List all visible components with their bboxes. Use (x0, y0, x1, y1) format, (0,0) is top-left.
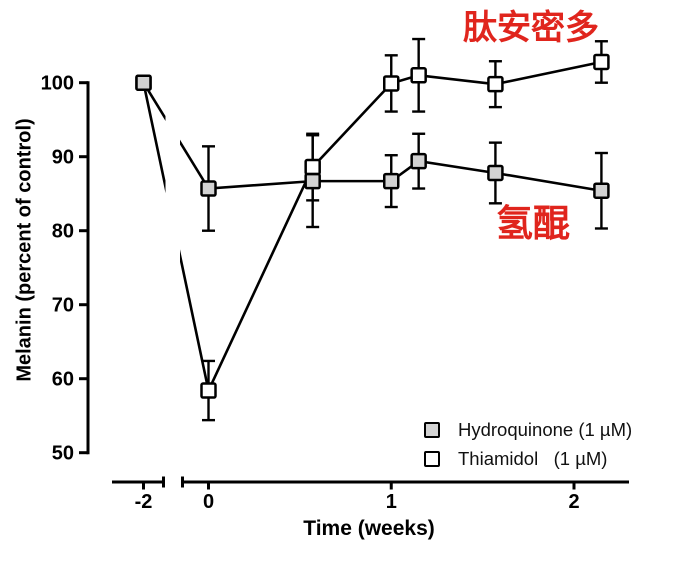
y-axis-title: Melanin (percent of control) (13, 118, 36, 382)
marker-thiamidol (304, 158, 321, 176)
legend-item-hydroquinone: Hydroquinone (1 µM) (424, 415, 632, 444)
y-tick-label: 70 (52, 295, 74, 317)
marker-thiamidol (410, 67, 427, 84)
thiamidol-square-icon (424, 450, 440, 467)
legend-item-thiamidol: Thiamidol (1 µM) (424, 444, 632, 473)
marker-thiamidol (200, 382, 217, 399)
marker-hydroquinone (383, 172, 400, 190)
marker-hydroquinone (410, 152, 427, 170)
annotation-thiamidol-chinese: 肽安密多 (463, 9, 599, 47)
hydroquinone-square-icon (424, 421, 440, 438)
x-axis-title: Time (weeks) (303, 517, 435, 540)
x-tick-label: 1 (386, 491, 397, 513)
marker-hydroquinone (135, 74, 152, 91)
marker-hydroquinone (200, 180, 217, 197)
y-tick-label: 90 (52, 147, 74, 169)
legend-label-hydroquinone: Hydroquinone (1 µM) (458, 418, 633, 440)
marker-hydroquinone (304, 172, 321, 190)
marker-thiamidol (593, 53, 610, 71)
marker-hydroquinone (487, 164, 504, 182)
legend: Hydroquinone (1 µM) Thiamidol (1 µM) (424, 415, 632, 473)
y-tick-label: 100 (41, 73, 74, 95)
marker-thiamidol (383, 75, 400, 92)
marker-thiamidol (487, 75, 504, 93)
y-tick-label: 60 (52, 369, 74, 391)
axis-break-gap (165, 58, 180, 474)
y-tick-label: 80 (52, 221, 74, 243)
annotation-hydroquinone-chinese: 氢醌 (496, 203, 570, 244)
x-tick-label: 0 (203, 491, 214, 513)
marker-hydroquinone (593, 182, 610, 199)
series-line-hydroquinone (142, 82, 602, 193)
x-tick-label: -2 (135, 491, 153, 513)
x-tick-label: 2 (568, 491, 579, 513)
y-tick-label: 50 (52, 443, 74, 465)
legend-label-thiamidol: Thiamidol (1 µM) (458, 447, 608, 469)
